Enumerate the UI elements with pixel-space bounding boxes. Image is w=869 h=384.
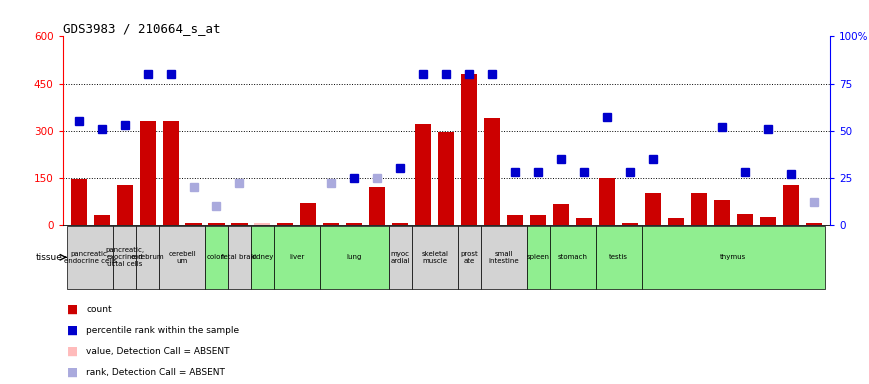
Bar	[737, 214, 753, 225]
Bar	[599, 178, 615, 225]
Bar	[415, 124, 431, 225]
Bar	[231, 223, 248, 225]
Text: kidney: kidney	[251, 254, 274, 260]
Bar	[136, 226, 159, 289]
Bar	[392, 223, 408, 225]
Text: percentile rank within the sample: percentile rank within the sample	[86, 326, 239, 335]
Bar	[301, 203, 316, 225]
Text: fetal brain: fetal brain	[222, 254, 257, 260]
Bar	[760, 217, 776, 225]
Bar	[645, 193, 661, 225]
Bar	[113, 226, 136, 289]
Bar	[412, 226, 458, 289]
Bar	[140, 121, 156, 225]
Bar	[713, 200, 730, 225]
Bar	[159, 226, 205, 289]
Text: stomach: stomach	[558, 254, 587, 260]
Text: myoc
ardial: myoc ardial	[390, 251, 410, 264]
Text: small
intestine: small intestine	[488, 251, 519, 264]
Text: liver: liver	[289, 254, 304, 260]
Text: pancreatic,
exocrine-d
uctal cells: pancreatic, exocrine-d uctal cells	[105, 247, 144, 267]
Text: colon: colon	[207, 254, 226, 260]
Text: lung: lung	[347, 254, 362, 260]
Bar	[576, 218, 592, 225]
Text: count: count	[86, 305, 111, 314]
Bar	[461, 74, 477, 225]
Bar	[458, 226, 481, 289]
Bar	[94, 215, 109, 225]
Bar	[116, 185, 133, 225]
Bar	[388, 226, 412, 289]
Bar	[346, 223, 362, 225]
Bar	[323, 223, 340, 225]
Text: testis: testis	[609, 254, 628, 260]
Bar	[691, 193, 707, 225]
Bar	[527, 226, 549, 289]
Bar	[251, 226, 274, 289]
Bar	[484, 118, 501, 225]
Text: skeletal
muscle: skeletal muscle	[421, 251, 448, 264]
Bar	[67, 226, 113, 289]
Text: thymus: thymus	[720, 254, 746, 260]
Bar	[481, 226, 527, 289]
Text: ■: ■	[67, 303, 78, 316]
Text: cerebrum: cerebrum	[130, 254, 164, 260]
Bar	[255, 223, 270, 225]
Text: ■: ■	[67, 366, 78, 379]
Text: cerebell
um: cerebell um	[169, 251, 196, 264]
Bar	[369, 187, 385, 225]
Bar	[205, 226, 228, 289]
Bar	[320, 226, 388, 289]
Text: rank, Detection Call = ABSENT: rank, Detection Call = ABSENT	[86, 368, 225, 377]
Bar	[507, 215, 523, 225]
Bar	[228, 226, 251, 289]
Text: ■: ■	[67, 345, 78, 358]
Bar	[783, 185, 799, 225]
Bar	[274, 226, 320, 289]
Bar	[595, 226, 641, 289]
Text: value, Detection Call = ABSENT: value, Detection Call = ABSENT	[86, 347, 229, 356]
Bar	[622, 223, 638, 225]
Text: ■: ■	[67, 324, 78, 337]
Text: pancreatic,
endocrine cells: pancreatic, endocrine cells	[63, 251, 116, 264]
Text: prost
ate: prost ate	[461, 251, 478, 264]
Bar	[438, 132, 454, 225]
Bar	[277, 223, 294, 225]
Text: GDS3983 / 210664_s_at: GDS3983 / 210664_s_at	[63, 22, 220, 35]
Bar	[806, 223, 822, 225]
Bar	[549, 226, 595, 289]
Text: spleen: spleen	[527, 254, 549, 260]
Bar	[70, 179, 87, 225]
Bar	[185, 223, 202, 225]
Bar	[255, 223, 270, 225]
Bar	[553, 204, 569, 225]
Bar	[641, 226, 826, 289]
Bar	[163, 121, 179, 225]
Bar	[209, 223, 224, 225]
Text: tissue: tissue	[36, 253, 62, 262]
Bar	[530, 215, 547, 225]
Bar	[668, 218, 684, 225]
